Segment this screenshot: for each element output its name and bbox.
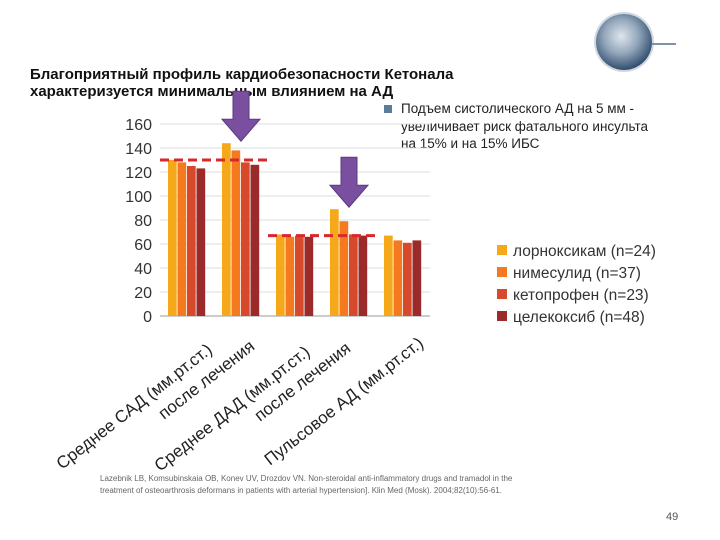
y-tick-label: 80 [134, 213, 152, 230]
legend-label: нимесулид (n=37) [513, 265, 641, 282]
reference-line: Lazebnik LB, Komsubinskaia OB, Konev UV,… [100, 474, 513, 483]
bar [403, 242, 412, 316]
legend-swatch [497, 245, 507, 255]
down-arrow-icon [328, 156, 370, 208]
legend-swatch [497, 267, 507, 277]
bar [358, 235, 368, 316]
bar [339, 221, 349, 316]
page-number: 49 [666, 511, 679, 523]
bullet-text: Подъем систолического АД на 5 мм - увели… [401, 100, 711, 153]
bar [276, 234, 285, 316]
bullet-line: увеличивает риск фатального инсульта [401, 118, 649, 134]
bar [412, 240, 422, 316]
bar [285, 236, 295, 316]
legend-swatch [497, 289, 507, 299]
title-line-1: Благоприятный профиль кардиобезопасности… [30, 66, 454, 83]
legend-label: целекоксиб (n=48) [513, 309, 645, 326]
legend-label: кетопрофен (n=23) [513, 287, 649, 304]
bar [330, 209, 339, 316]
y-tick-label: 20 [134, 285, 152, 302]
bar [196, 168, 206, 316]
bullet-square-icon [384, 105, 392, 113]
logo-globe-icon [596, 14, 652, 70]
slide-title: Благоприятный профиль кардиобезопасности… [30, 66, 590, 100]
y-tick-label: 0 [143, 309, 152, 326]
bar [222, 143, 231, 316]
down-arrow-icon [220, 90, 262, 142]
bar [177, 162, 187, 316]
logo-underline [652, 43, 676, 45]
bar [304, 236, 314, 316]
legend-label: лорноксикам (n=24) [513, 243, 656, 260]
y-tick-label: 120 [125, 165, 152, 182]
x-category-label: Среднее САД (мм.рт.ст.) [53, 340, 216, 473]
y-tick-label: 60 [134, 237, 152, 254]
y-tick-label: 160 [125, 117, 152, 134]
bullet-line: Подъем систолического АД на 5 мм - [401, 101, 635, 116]
bar [250, 164, 260, 316]
bar [349, 234, 358, 316]
bullet-line: на 15% и на 15% ИБС [401, 136, 540, 151]
y-tick-label: 140 [125, 141, 152, 158]
bar [384, 235, 393, 316]
legend-swatch [497, 311, 507, 321]
bar [231, 150, 241, 316]
reference-line: treatment of osteoarthrosis deformans in… [100, 486, 502, 495]
bar [393, 240, 403, 316]
title-line-2: характеризуется минимальным влиянием на … [30, 83, 394, 100]
y-tick-label: 100 [125, 189, 152, 206]
bar [187, 166, 196, 316]
bar [168, 160, 177, 316]
y-tick-label: 40 [134, 261, 152, 278]
bar [241, 162, 250, 316]
bar [295, 235, 304, 316]
